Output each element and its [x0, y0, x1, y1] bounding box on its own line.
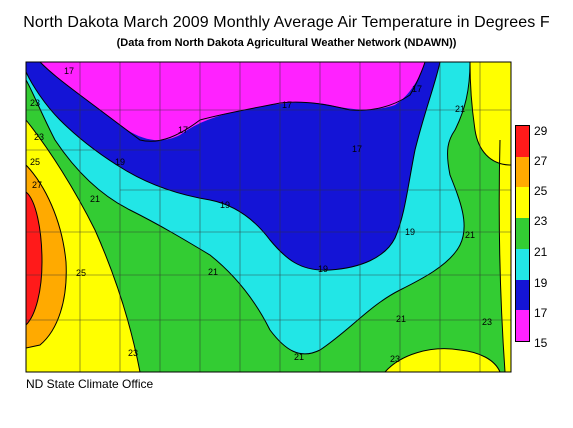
contour-label: 21 [455, 104, 465, 114]
contour-label: 17 [282, 100, 292, 110]
contour-label: 21 [294, 352, 304, 362]
band-15-17 [40, 62, 425, 141]
legend-swatch-23-21 [516, 218, 529, 249]
contour-label: 19 [318, 264, 328, 274]
contour-label: 19 [405, 227, 415, 237]
legend-label: 25 [534, 184, 548, 198]
contour-label: 23 [390, 354, 400, 364]
band-27-29 [26, 192, 42, 325]
legend-label: 21 [534, 245, 548, 259]
contour-label: 21 [90, 194, 100, 204]
map-title: North Dakota March 2009 Monthly Average … [23, 14, 550, 31]
contour-label: 23 [128, 348, 138, 358]
contour-label: 21 [396, 314, 406, 324]
contour-label: 17 [178, 125, 188, 135]
contour-label: 23 [34, 132, 44, 142]
contour-label: 23 [30, 98, 40, 108]
contour-label: 17 [352, 144, 362, 154]
legend-swatch-29-27 [516, 126, 529, 157]
contour-label: 21 [465, 230, 475, 240]
contour-label: 19 [115, 157, 125, 167]
legend-swatch-17-15 [516, 310, 529, 342]
contour-labels: 17 17 17 17 17 19 19 19 19 21 21 21 21 2… [30, 66, 492, 364]
contour-label: 25 [76, 268, 86, 278]
contour-label: 27 [32, 180, 42, 190]
contour-label: 23 [482, 317, 492, 327]
contour-label: 21 [208, 267, 218, 277]
legend-label: 19 [534, 276, 548, 290]
contour-label: 17 [412, 84, 422, 94]
legend-label: 29 [534, 124, 548, 138]
legend-label: 15 [534, 336, 548, 350]
contour-label: 25 [30, 157, 40, 167]
legend-label: 27 [534, 154, 548, 168]
temperature-legend [515, 125, 530, 342]
map-subtitle: (Data from North Dakota Agricultural Wea… [116, 37, 457, 49]
legend-swatch-25-23 [516, 187, 529, 219]
legend-swatch-27-25 [516, 156, 529, 188]
legend-swatch-21-19 [516, 248, 529, 280]
contour-label: 19 [220, 200, 230, 210]
legend-label: 17 [534, 306, 548, 320]
legend-label: 23 [534, 214, 548, 228]
footer-credit: ND State Climate Office [26, 377, 154, 391]
contour-label: 17 [64, 66, 74, 76]
legend-swatch-19-17 [516, 279, 529, 311]
band-23-25-southeast [385, 348, 500, 372]
